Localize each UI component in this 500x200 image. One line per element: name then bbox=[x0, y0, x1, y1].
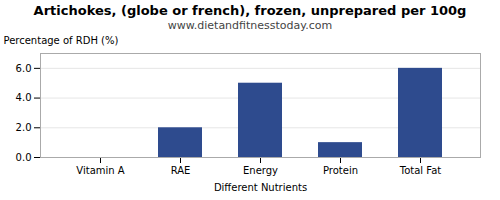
svg-text:Total Fat: Total Fat bbox=[399, 165, 441, 176]
svg-text:2.0: 2.0 bbox=[16, 122, 32, 133]
svg-text:RAE: RAE bbox=[171, 165, 191, 176]
svg-text:Energy: Energy bbox=[243, 165, 278, 176]
svg-text:4.0: 4.0 bbox=[16, 92, 32, 103]
svg-text:Protein: Protein bbox=[323, 165, 358, 176]
svg-text:Different Nutrients: Different Nutrients bbox=[214, 182, 307, 193]
html-text:www.dietandfitnesstoday.com: www.dietandfitnesstoday.com bbox=[167, 19, 333, 32]
html-text:Artichokes, (globe or french),: Artichokes, (globe or french), frozen, u… bbox=[33, 3, 467, 18]
svg-text:0.0: 0.0 bbox=[16, 152, 32, 163]
svg-text:Vitamin A: Vitamin A bbox=[76, 165, 124, 176]
svg-text:6.0: 6.0 bbox=[16, 63, 32, 74]
svg-text:Percentage of RDH (%): Percentage of RDH (%) bbox=[4, 35, 119, 46]
